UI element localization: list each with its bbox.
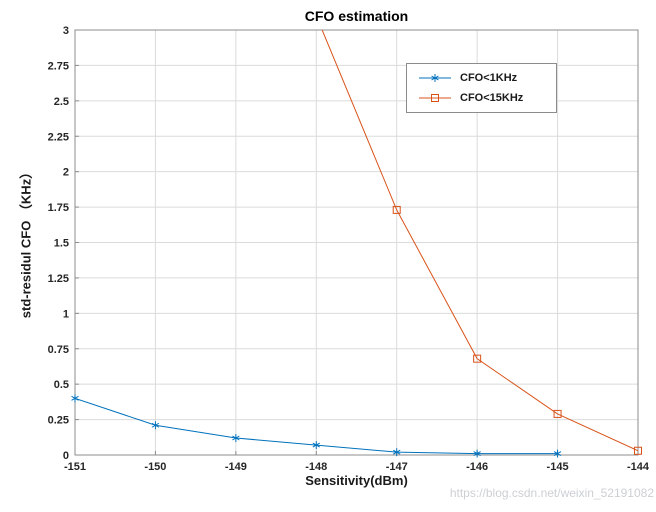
legend: CFO<1KHz CFO<15KHz [406,63,557,113]
legend-line-asterisk-icon [419,74,451,82]
x-tick-label: -150 [144,461,166,473]
x-tick-label: -151 [64,461,86,473]
legend-label: CFO<1KHz [460,72,518,84]
x-tick-label: -146 [466,461,488,473]
x-tick-label: -148 [305,461,327,473]
y-tick-label: 0 [63,450,69,462]
x-tick-label: -147 [386,461,408,473]
y-tick-label: 2 [63,167,69,179]
y-tick-label: 1 [63,308,69,320]
y-tick-label: 3 [63,25,69,37]
y-tick-label: 1.5 [54,238,69,250]
asterisk-marker-icon [393,449,401,455]
y-tick-label: 0.5 [54,379,69,391]
y-tick-label: 2.5 [54,96,69,108]
asterisk-marker-icon [473,451,481,457]
y-tick-label: 1.75 [48,202,69,214]
series-square [321,30,642,455]
y-tick-label: 2.75 [48,60,69,72]
series-asterisk [71,394,562,458]
x-axis-label: Sensitivity(dBm) [305,473,408,488]
asterisk-marker-icon [71,395,79,401]
y-axis-label: std-residul CFO （KHz） [18,165,34,319]
watermark: https://blog.csdn.net/weixin_52191082 [449,486,654,500]
asterisk-marker-icon [232,435,240,441]
asterisk-marker-icon [553,451,562,457]
series-line [321,30,638,452]
square-marker-icon [634,446,642,455]
square-marker-icon [553,409,562,418]
legend-line-square-icon [419,94,451,102]
chart-title: CFO estimation [304,8,409,24]
legend-entry-cfo-1khz: CFO<1KHz [417,72,546,84]
y-tick-label: 1.25 [48,273,69,285]
x-tick-label: -145 [547,461,569,473]
y-tick-label: 0.25 [48,415,69,427]
square-marker-icon [392,205,401,214]
asterisk-marker-icon [151,422,160,428]
legend-label: CFO<15KHz [460,92,524,104]
x-tick-label: -149 [225,461,247,473]
legend-entry-cfo-15khz: CFO<15KHz [417,92,546,104]
square-marker-icon [473,354,482,363]
y-tick-label: 0.75 [48,344,69,356]
x-tick-label: -144 [627,461,650,473]
y-tick-label: 2.25 [48,131,69,143]
asterisk-marker-icon [312,442,320,448]
